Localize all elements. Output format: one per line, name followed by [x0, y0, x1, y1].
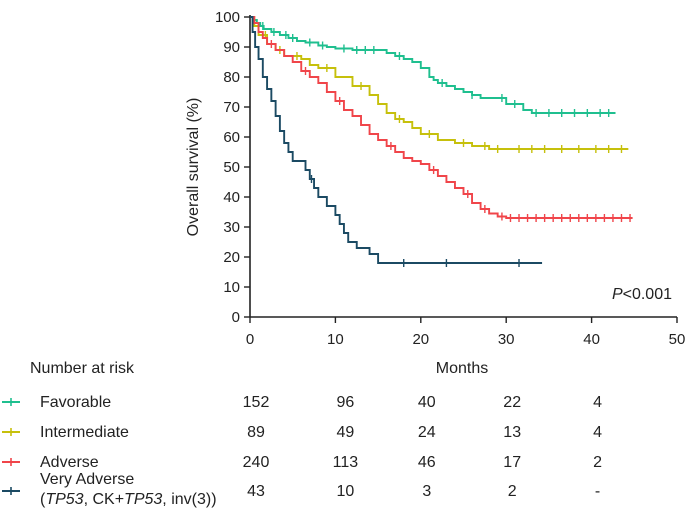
risk-count: 17 [503, 454, 521, 471]
risk-count: 13 [503, 424, 521, 441]
y-tick-label: 30 [223, 219, 240, 236]
risk-count: 22 [503, 394, 521, 411]
risk-row-label-part: , inv(3)) [162, 491, 216, 508]
x-tick-label: 30 [498, 331, 515, 348]
risk-count: 152 [243, 394, 270, 411]
risk-count: 49 [337, 424, 355, 441]
x-tick-label: 0 [246, 331, 254, 348]
y-tick-label: 40 [223, 189, 240, 206]
x-axis-title: Months [436, 360, 488, 377]
risk-row: Very Adverse(TP53, CK+TP53, inv(3)) 43 10 3… [2, 471, 600, 508]
risk-count: 24 [418, 424, 436, 441]
p-value-annotation: P<0.001 [612, 286, 672, 303]
risk-count: 240 [243, 454, 270, 471]
risk-row: Adverse 240 113 46 17 2 [2, 454, 602, 471]
risk-count: 2 [508, 483, 517, 500]
survival-curve [250, 16, 633, 219]
y-tick-label: 10 [223, 279, 240, 296]
risk-row-label: Favorable [40, 394, 111, 411]
risk-row-label-sub: (TP53, CK+TP53, inv(3)) [40, 491, 217, 508]
y-tick-label: 50 [223, 159, 240, 176]
risk-count: 40 [418, 394, 436, 411]
risk-row-label-part: TP53 [124, 491, 162, 508]
x-tick-label: 20 [412, 331, 429, 348]
y-tick-label: 20 [223, 249, 240, 266]
risk-row-label-part: TP53 [45, 491, 83, 508]
series-0 [250, 16, 616, 117]
survival-curve [250, 16, 616, 114]
y-tick-label: 90 [223, 39, 240, 56]
survival-curves [250, 16, 633, 267]
risk-count: 43 [247, 483, 265, 500]
risk-row-label-part: ( [40, 491, 46, 508]
y-tick-label: 0 [232, 309, 240, 326]
risk-row-label: Intermediate [40, 424, 129, 441]
survival-curve [250, 16, 543, 264]
y-tick-label: 100 [215, 9, 240, 26]
series-1 [250, 16, 629, 153]
risk-count: 3 [422, 483, 431, 500]
risk-row-label: Adverse [40, 454, 99, 471]
x-tick-label: 40 [583, 331, 600, 348]
series-3 [250, 16, 543, 267]
y-tick-label: 70 [223, 99, 240, 116]
y-tick-label: 60 [223, 129, 240, 146]
risk-row-label-part: , CK+ [84, 491, 124, 508]
y-axis-title: Overall survival (%) [185, 98, 202, 237]
risk-count: 46 [418, 454, 436, 471]
risk-count: 4 [593, 424, 602, 441]
risk-count: 96 [337, 394, 355, 411]
y-tick-label: 80 [223, 69, 240, 86]
risk-count: 113 [333, 454, 359, 471]
risk-count: 10 [337, 483, 355, 500]
risk-row-label: Very Adverse [40, 471, 134, 488]
axes: 0 10 20 30 40 50 60 70 80 90 100 0 10 20 30 40 50 [215, 9, 685, 348]
risk-row: Intermediate 89 49 24 13 4 [2, 424, 602, 441]
x-tick-label: 10 [327, 331, 344, 348]
risk-row: Favorable 152 96 40 22 4 [2, 394, 602, 411]
risk-count: 89 [247, 424, 265, 441]
risk-table-title: Number at risk [30, 360, 135, 377]
series-2 [250, 16, 633, 222]
risk-count: - [595, 483, 600, 500]
risk-count: 4 [593, 394, 602, 411]
x-tick-label: 50 [669, 331, 685, 348]
risk-count: 2 [593, 454, 602, 471]
